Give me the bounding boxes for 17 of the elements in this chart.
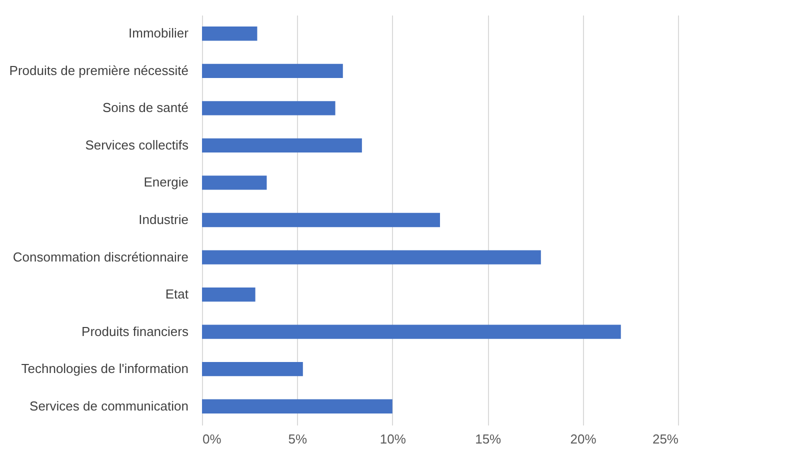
y-tick-label: Produits de première nécessité [9, 62, 188, 78]
x-tick-label: 25% [652, 432, 679, 446]
y-tick-label: Immobilier [128, 26, 190, 41]
y-tick-label: Consommation discrétionnaire [12, 249, 188, 264]
y-tick-label: Soins de santé [102, 100, 188, 116]
x-tick-label: 20% [570, 432, 597, 446]
y-tick-label: Services de communication [30, 398, 188, 414]
y-tick-label: Services collectifs [85, 137, 189, 152]
y-tick-label: Technologies de l'information [21, 361, 188, 376]
x-tick-label: 5% [288, 432, 308, 446]
y-tick-label: Etat [165, 286, 189, 302]
y-tick-label: Produits financiers [82, 324, 189, 339]
y-tick-label: Energie [144, 174, 188, 190]
x-tick-label: 10% [380, 432, 406, 446]
x-tick-label: 0% [202, 432, 222, 446]
x-tick-label: 15% [475, 432, 502, 446]
y-tick-label: Industrie [138, 212, 188, 227]
